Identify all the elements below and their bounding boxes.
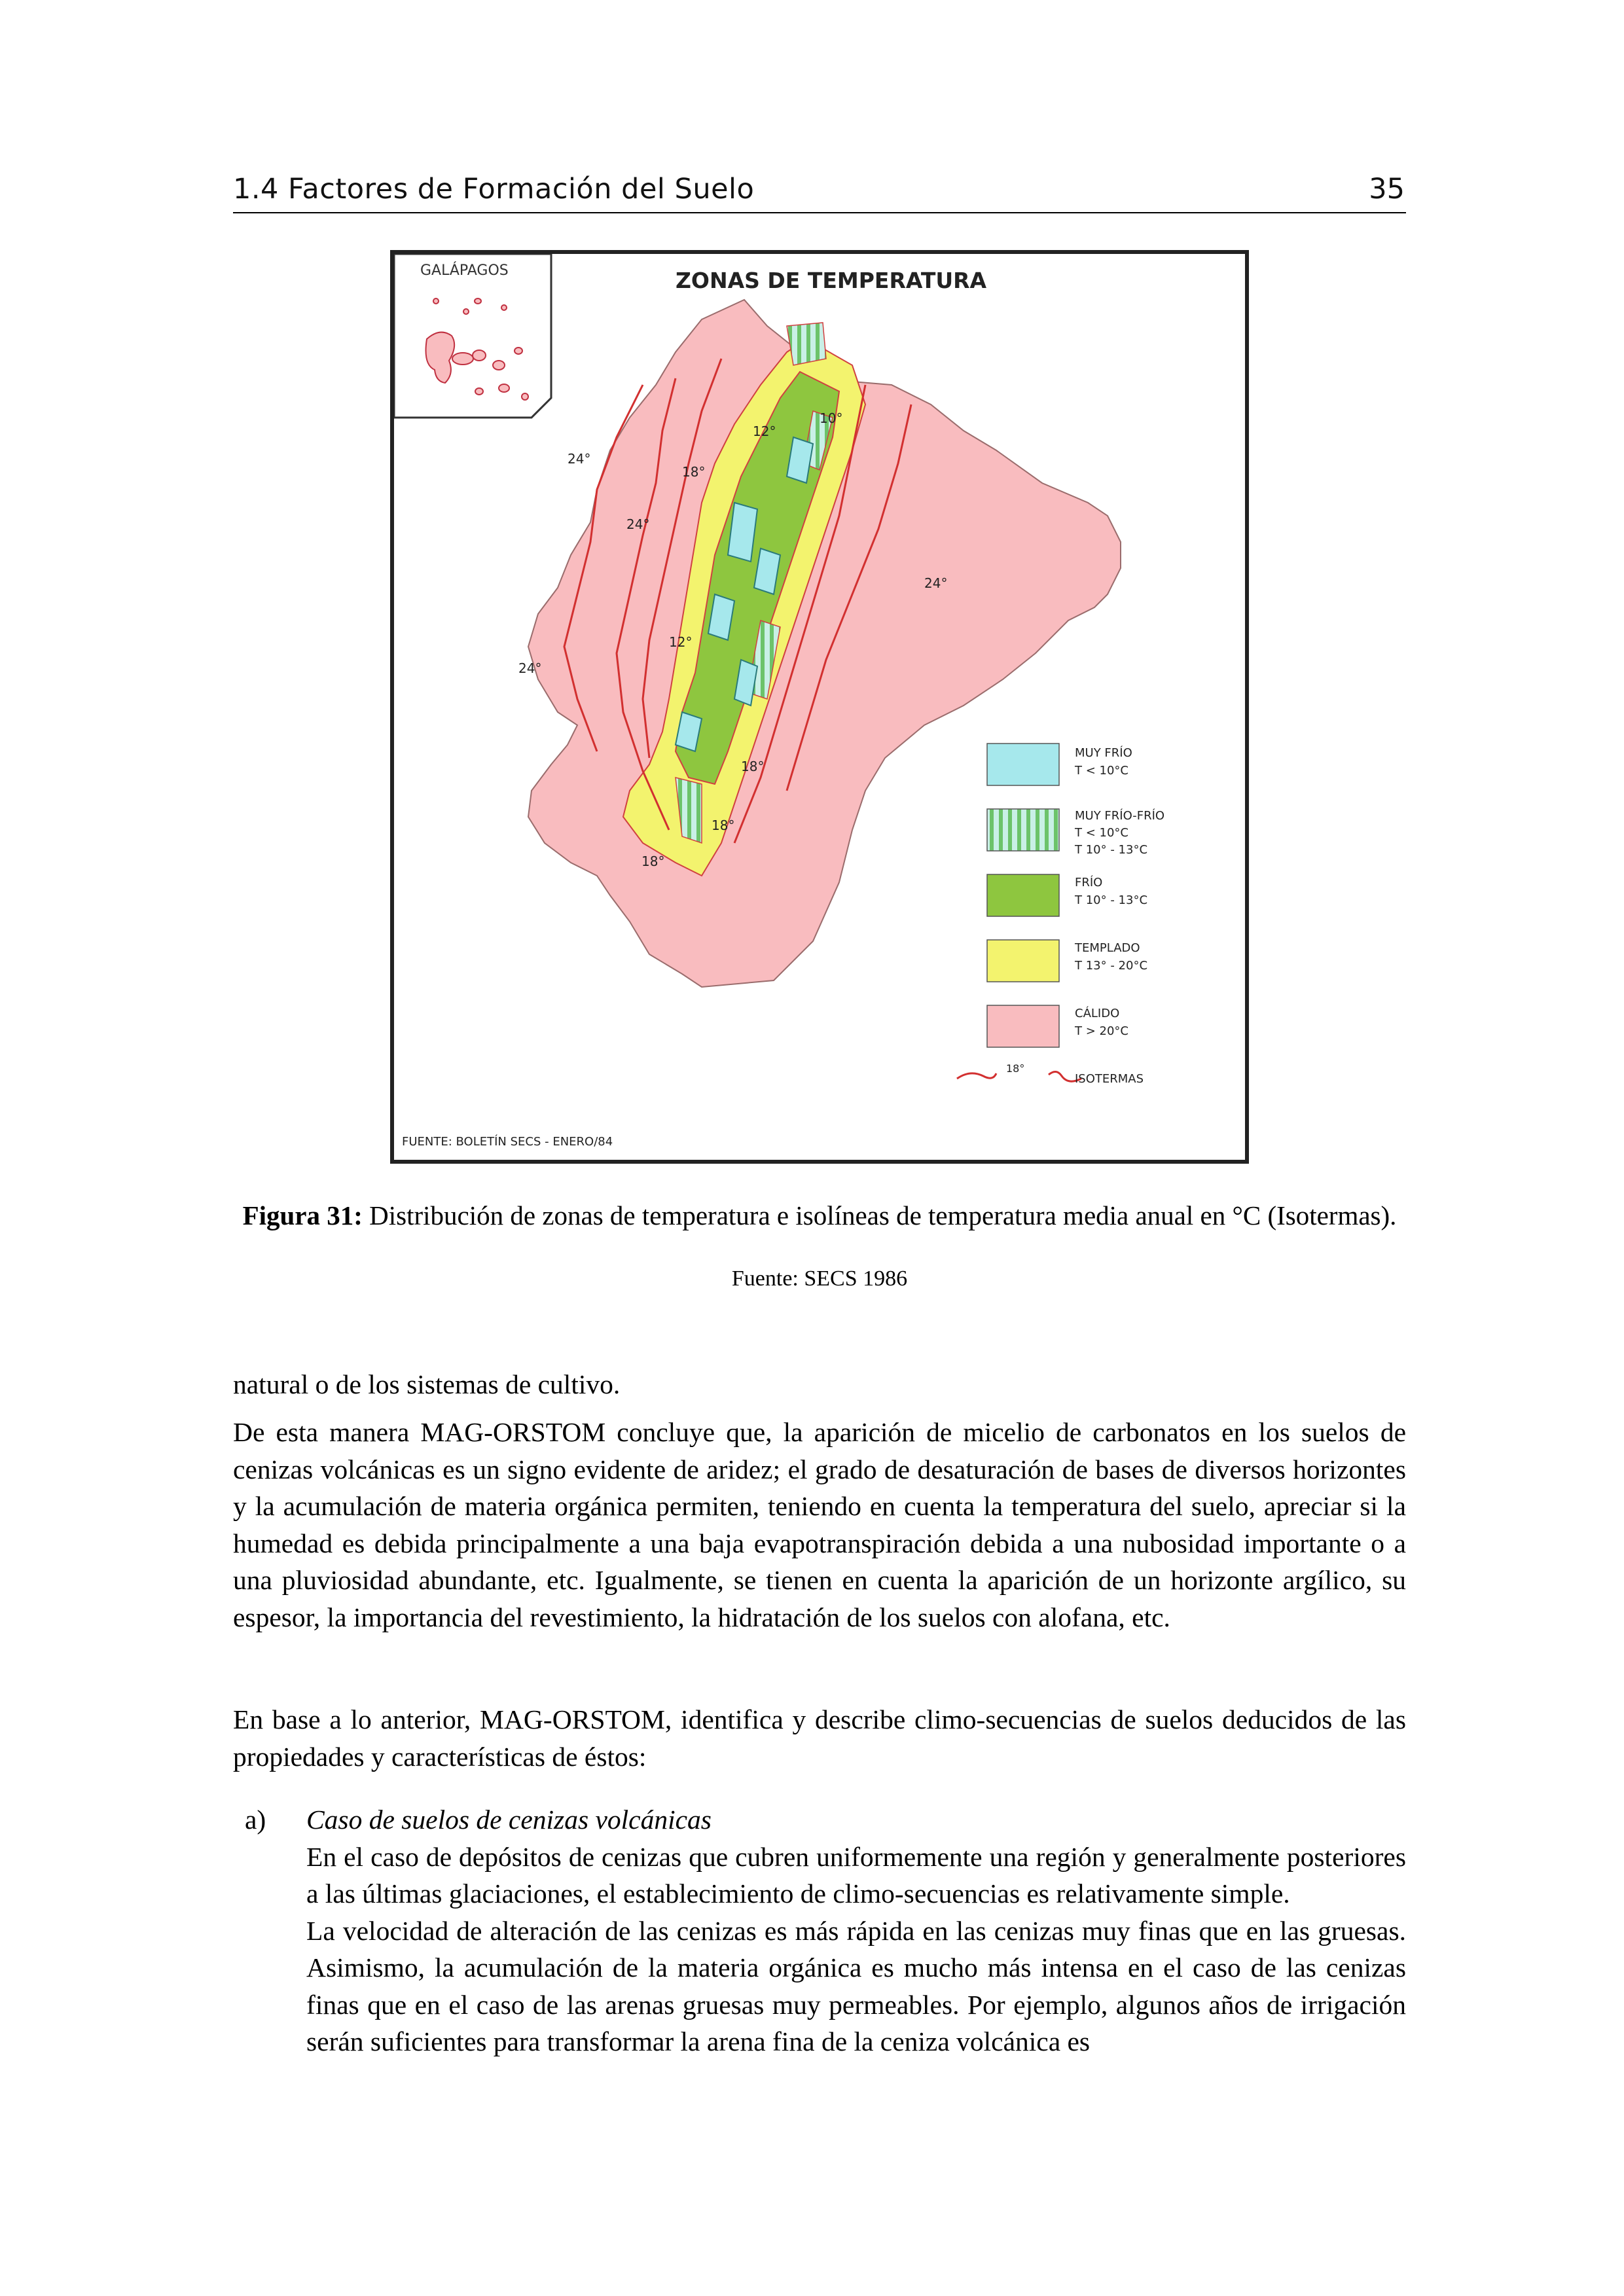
legend-label: CÁLIDO bbox=[1075, 1006, 1119, 1020]
isotherm-label: 24° bbox=[518, 660, 541, 676]
isotherm-label: 12° bbox=[669, 634, 692, 650]
legend-label: T 13° - 20°C bbox=[1074, 959, 1147, 973]
legend-swatch-muy-frio bbox=[986, 743, 1060, 786]
figure-source: Fuente: SECS 1986 bbox=[731, 1266, 908, 1291]
map-source-note: FUENTE: BOLETÍN SECS - ENERO/84 bbox=[402, 1134, 613, 1149]
list-item-title: Caso de suelos de cenizas volcánicas bbox=[306, 1804, 712, 1835]
legend-swatch-calido bbox=[986, 1005, 1060, 1048]
legend-label: FRÍO bbox=[1075, 875, 1102, 889]
paragraph: En base a lo anterior, MAG-ORSTOM, ident… bbox=[233, 1704, 1406, 1772]
isotherm-label: 18° bbox=[712, 817, 734, 833]
legend-swatch-muy-frio-frio bbox=[986, 808, 1060, 852]
legend-label: T < 10°C bbox=[1074, 764, 1128, 778]
list-item-text: En el caso de depósitos de cenizas que c… bbox=[306, 1841, 1406, 1909]
list-item-text: La velocidad de alteración de las ceniza… bbox=[306, 1915, 1406, 2057]
legend-swatch-templado bbox=[986, 939, 1060, 982]
galapagos-inset-frame bbox=[394, 254, 552, 419]
isotherm-lines bbox=[563, 358, 912, 844]
legend-isotherm-label: ISOTERMAS bbox=[1075, 1072, 1144, 1086]
legend-label: T > 20°C bbox=[1074, 1024, 1128, 1038]
figure-label: Figura 31: bbox=[242, 1200, 363, 1230]
legend-label: MUY FRÍO bbox=[1075, 745, 1132, 760]
figure-caption: Figura 31: Distribución de zonas de temp… bbox=[233, 1198, 1406, 1233]
galapagos-islands bbox=[425, 298, 529, 401]
legend-label: MUY FRÍO-FRÍO bbox=[1075, 808, 1164, 823]
paragraph: natural o de los sistemas de cultivo. bbox=[233, 1369, 621, 1399]
isotherm-label: 12° bbox=[753, 423, 776, 439]
isotherm-label: 24° bbox=[924, 575, 947, 591]
legend-label: T < 10°C bbox=[1074, 826, 1128, 840]
isotherm-label: 18° bbox=[682, 464, 705, 480]
chapter-title: 1.4 Factores de Formación del Suelo bbox=[233, 173, 755, 206]
running-header: 1.4 Factores de Formación del Suelo 35 bbox=[233, 171, 1406, 213]
legend-swatch-frio bbox=[986, 874, 1060, 917]
isotherm-labels: 24° 24° 24° 24° 18° 18° 18° 18° 12° 12° … bbox=[518, 410, 947, 869]
isotherm-label: 24° bbox=[568, 451, 590, 467]
map-legend: MUY FRÍO T < 10°C MUY FRÍO-FRÍO T < 10°C… bbox=[956, 743, 1164, 1086]
legend-isotherm-sample: 18° bbox=[1006, 1062, 1024, 1075]
isotherm-label: 18° bbox=[741, 759, 764, 774]
isotherm-label: 18° bbox=[641, 853, 664, 869]
isotherm-label: 10° bbox=[820, 410, 842, 426]
map-title: ZONAS DE TEMPERATURA bbox=[676, 268, 987, 293]
paragraph: De esta manera MAG-ORSTOM concluye que, … bbox=[233, 1417, 1406, 1632]
temperature-zones-map: GALÁPAGOS ZONAS DE TEMPERATURA bbox=[390, 250, 1249, 1164]
page-number: 35 bbox=[1369, 173, 1405, 206]
enumerated-list: a) Caso de suelos de cenizas volcánicas … bbox=[233, 1801, 1406, 2060]
map-drawing: GALÁPAGOS ZONAS DE TEMPERATURA bbox=[394, 254, 1164, 1149]
region-muy-frio bbox=[674, 436, 814, 753]
figure-caption-text: Distribución de zonas de temperatura e i… bbox=[362, 1200, 1397, 1230]
legend-label: T 10° - 13°C bbox=[1074, 893, 1147, 907]
galapagos-label: GALÁPAGOS bbox=[420, 262, 509, 279]
legend-label: TEMPLADO bbox=[1074, 941, 1140, 955]
isotherm-label: 24° bbox=[626, 516, 649, 532]
list-item: Caso de suelos de cenizas volcánicas En … bbox=[306, 1801, 1406, 2060]
list-marker: a) bbox=[245, 1804, 266, 1835]
legend-isotherm-line bbox=[956, 1071, 1082, 1083]
legend-label: T 10° - 13°C bbox=[1074, 843, 1147, 857]
